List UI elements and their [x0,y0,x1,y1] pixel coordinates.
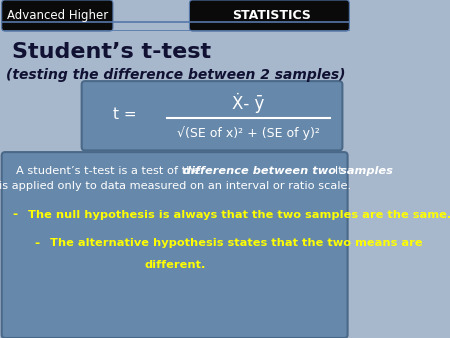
Text: STATISTICS: STATISTICS [232,9,310,22]
Text: Student’s t-test: Student’s t-test [12,42,211,63]
Text: The null hypothesis is always that the two samples are the same.: The null hypothesis is always that the t… [28,210,450,220]
Text: Ẋ- ȳ: Ẋ- ȳ [232,93,265,113]
Text: Advanced Higher: Advanced Higher [7,9,108,22]
Text: different.: different. [145,260,206,270]
Text: (testing the difference between 2 samples): (testing the difference between 2 sample… [6,68,345,82]
Text: difference between two samples: difference between two samples [183,166,393,176]
FancyBboxPatch shape [81,81,342,150]
Text: -: - [12,208,17,221]
Text: .  It: . It [324,166,343,176]
FancyBboxPatch shape [2,0,113,31]
Text: t =: t = [113,107,137,122]
Text: is applied only to data measured on an interval or ratio scale.: is applied only to data measured on an i… [0,181,351,191]
Text: √(SE of x)² + (SE of y)²: √(SE of x)² + (SE of y)² [177,126,320,140]
Text: The alternative hypothesis states that the two means are: The alternative hypothesis states that t… [50,238,423,248]
Text: -: - [35,237,40,250]
Text: A student’s t-test is a test of the: A student’s t-test is a test of the [16,166,204,176]
FancyBboxPatch shape [189,0,349,31]
FancyBboxPatch shape [2,152,347,338]
